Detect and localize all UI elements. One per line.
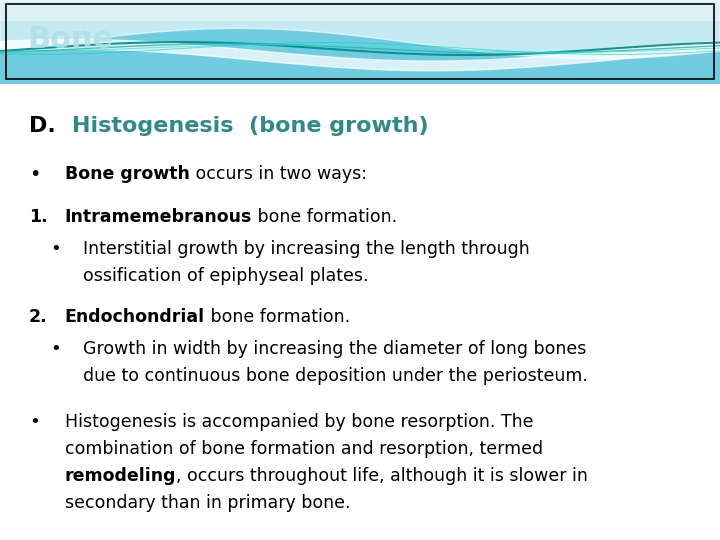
- Text: bone formation.: bone formation.: [205, 308, 350, 326]
- Text: Growth in width by increasing the diameter of long bones: Growth in width by increasing the diamet…: [83, 340, 586, 358]
- Text: D.: D.: [29, 116, 55, 136]
- Text: 2.: 2.: [29, 308, 48, 326]
- Bar: [6, 4, 714, 79]
- Text: Histogenesis is accompanied by bone resorption. The: Histogenesis is accompanied by bone reso…: [65, 413, 534, 431]
- Text: secondary than in primary bone.: secondary than in primary bone.: [65, 494, 351, 512]
- Text: due to continuous bone deposition under the periosteum.: due to continuous bone deposition under …: [83, 367, 588, 385]
- Text: Histogenesis  (bone growth): Histogenesis (bone growth): [72, 116, 428, 136]
- Text: Intramemebranous: Intramemebranous: [65, 208, 252, 226]
- Text: ossification of epiphyseal plates.: ossification of epiphyseal plates.: [83, 267, 369, 285]
- Text: •: •: [50, 340, 61, 358]
- Text: 1.: 1.: [29, 208, 48, 226]
- Text: Bone: Bone: [27, 25, 114, 54]
- Text: bone formation.: bone formation.: [252, 208, 397, 226]
- Bar: [0, 0, 720, 84]
- Text: combination of bone formation and resorption, termed: combination of bone formation and resorp…: [65, 440, 543, 458]
- Text: Endochondrial: Endochondrial: [65, 308, 205, 326]
- Text: Bone growth: Bone growth: [65, 165, 189, 183]
- Text: •: •: [50, 240, 61, 258]
- Bar: [0, 0, 720, 21]
- Text: •: •: [29, 165, 40, 184]
- Text: •: •: [29, 413, 40, 431]
- Text: , occurs throughout life, although it is slower in: , occurs throughout life, although it is…: [176, 467, 588, 485]
- Text: Interstitial growth by increasing the length through: Interstitial growth by increasing the le…: [83, 240, 529, 258]
- Text: remodeling: remodeling: [65, 467, 176, 485]
- Text: occurs in two ways:: occurs in two ways:: [189, 165, 366, 183]
